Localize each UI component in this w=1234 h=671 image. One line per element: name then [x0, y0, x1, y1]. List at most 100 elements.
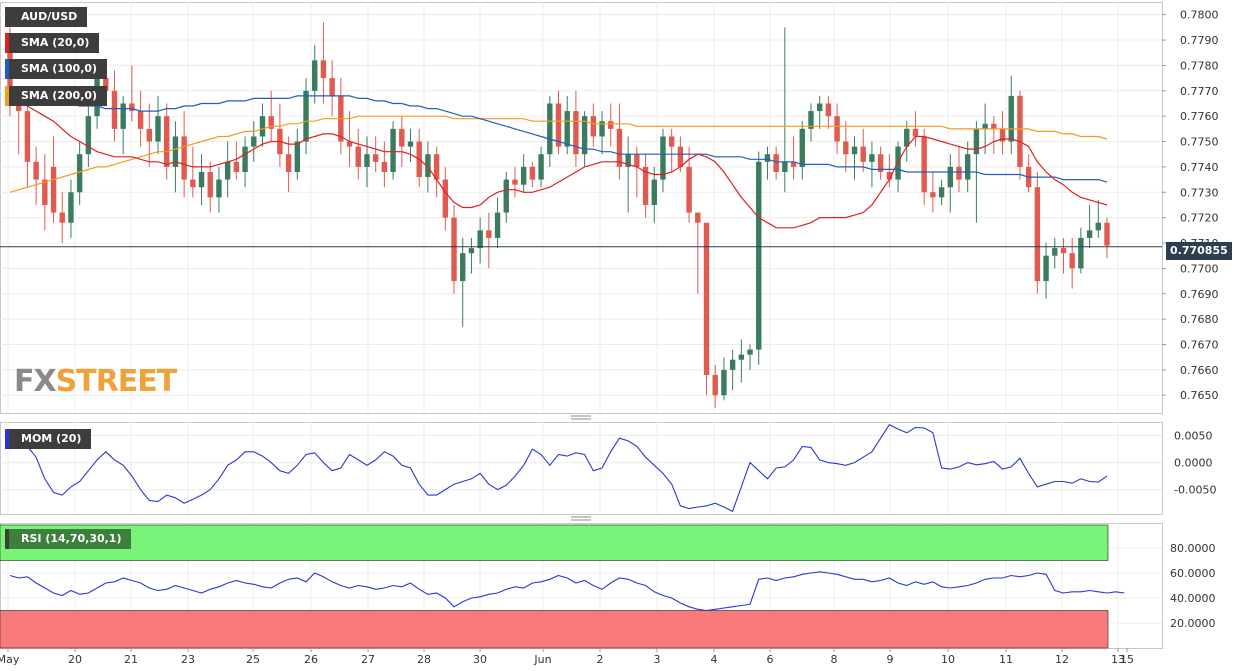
date-label: 11	[999, 653, 1013, 666]
candle-body	[860, 146, 866, 162]
candle-body	[869, 154, 875, 162]
candle-body	[198, 171, 205, 188]
candle-body	[85, 116, 92, 155]
candle-body	[886, 171, 893, 180]
date-label: 13	[1111, 653, 1125, 666]
date-label: 6	[767, 653, 774, 666]
candle-body	[285, 154, 292, 172]
candle-body	[164, 116, 170, 167]
sma20-line	[9, 95, 1108, 229]
candle-body	[564, 111, 570, 147]
candle-body	[616, 128, 623, 167]
candle-body	[973, 128, 980, 155]
candle-body	[590, 116, 597, 137]
sma20-label: SMA (20,0)	[5, 33, 100, 53]
candle-body	[425, 154, 431, 178]
candle-body	[703, 222, 710, 375]
candle-body	[42, 179, 48, 205]
candle-body	[50, 166, 57, 213]
candle-body	[1017, 95, 1023, 167]
price-ytick-label: 0.7680	[1180, 313, 1219, 326]
candle-body	[259, 116, 266, 137]
sma100-line	[9, 95, 1108, 183]
date-label: Jun	[533, 653, 551, 666]
candle-body	[111, 90, 118, 129]
candle-body	[991, 123, 997, 129]
candle-body	[1095, 222, 1101, 231]
candle-body	[677, 146, 684, 167]
candle-body	[773, 154, 779, 172]
date-label: May	[0, 653, 20, 666]
candle-body	[921, 136, 927, 193]
candle-body	[895, 146, 901, 180]
candle-body	[1052, 248, 1058, 256]
candle-body	[947, 166, 953, 188]
date-label: 21	[124, 653, 138, 666]
date-label: 15	[1120, 653, 1134, 666]
price-ytick-label: 0.7730	[1180, 186, 1219, 199]
current-price-tag: 0.770855	[1166, 242, 1232, 260]
price-ytick-label: 0.7670	[1180, 339, 1219, 352]
candle-body	[399, 128, 405, 147]
candle-body	[738, 354, 745, 360]
price-ytick-label: 0.7800	[1180, 9, 1219, 22]
candle-body	[364, 154, 370, 167]
candle-body	[938, 187, 945, 198]
candle-body	[181, 136, 187, 180]
candle-body	[68, 192, 74, 223]
date-label: 4	[711, 653, 718, 666]
candle-body	[381, 161, 388, 172]
candle-body	[59, 212, 65, 223]
mom-ytick-label: 0.0050	[1174, 430, 1213, 443]
candle-body	[816, 103, 823, 112]
rsi-overbought-zone	[0, 524, 1109, 561]
candle-body	[799, 128, 805, 167]
candle-body	[251, 136, 257, 147]
candle-body	[486, 230, 492, 238]
candle-body	[808, 111, 814, 129]
candle-body	[494, 212, 501, 238]
candle-body	[460, 253, 466, 282]
price-ytick-label: 0.7750	[1180, 136, 1219, 149]
candle-body	[520, 166, 527, 185]
price-panel-frame	[0, 2, 1163, 414]
candle-body	[642, 166, 649, 205]
candle-body	[155, 116, 161, 142]
logo-fx: FX	[14, 364, 57, 399]
candle-body	[24, 111, 31, 162]
candle-body	[581, 116, 588, 155]
rsi-label: RSI (14,70,30,1)	[5, 529, 132, 549]
candle-body	[851, 146, 858, 155]
candle-body	[355, 146, 361, 167]
candle-body	[555, 103, 562, 147]
date-label: 3	[654, 653, 661, 666]
sma100-label: SMA (100,0)	[5, 59, 108, 79]
candle-body	[76, 154, 83, 193]
symbol-label: AUD/USD	[5, 7, 88, 27]
price-ytick-label: 0.7650	[1180, 389, 1219, 402]
candle-body	[190, 179, 196, 188]
date-label: 30	[473, 653, 487, 666]
candle-body	[782, 161, 788, 172]
rsi-oversold-zone	[0, 610, 1109, 649]
candle-body	[912, 128, 919, 137]
candle-body	[877, 154, 884, 172]
candle-body	[137, 111, 144, 129]
candle-body	[721, 369, 727, 396]
mom-label: MOM (20)	[5, 429, 92, 449]
candle-body	[242, 146, 248, 172]
price-ytick-label: 0.7770	[1180, 85, 1219, 98]
candle-body	[329, 78, 335, 96]
price-ytick-label: 0.7780	[1180, 59, 1219, 72]
candle-body	[303, 90, 309, 142]
rsi-ytick-label: 60.0000	[1170, 567, 1216, 580]
candle-body	[712, 374, 718, 396]
candle-body	[477, 230, 483, 249]
candle-body	[756, 161, 762, 350]
price-ytick-label: 0.7690	[1180, 288, 1219, 301]
candle-body	[433, 154, 440, 180]
candle-body	[294, 141, 301, 172]
mom-line	[9, 423, 1108, 513]
candle-body	[1008, 95, 1014, 142]
